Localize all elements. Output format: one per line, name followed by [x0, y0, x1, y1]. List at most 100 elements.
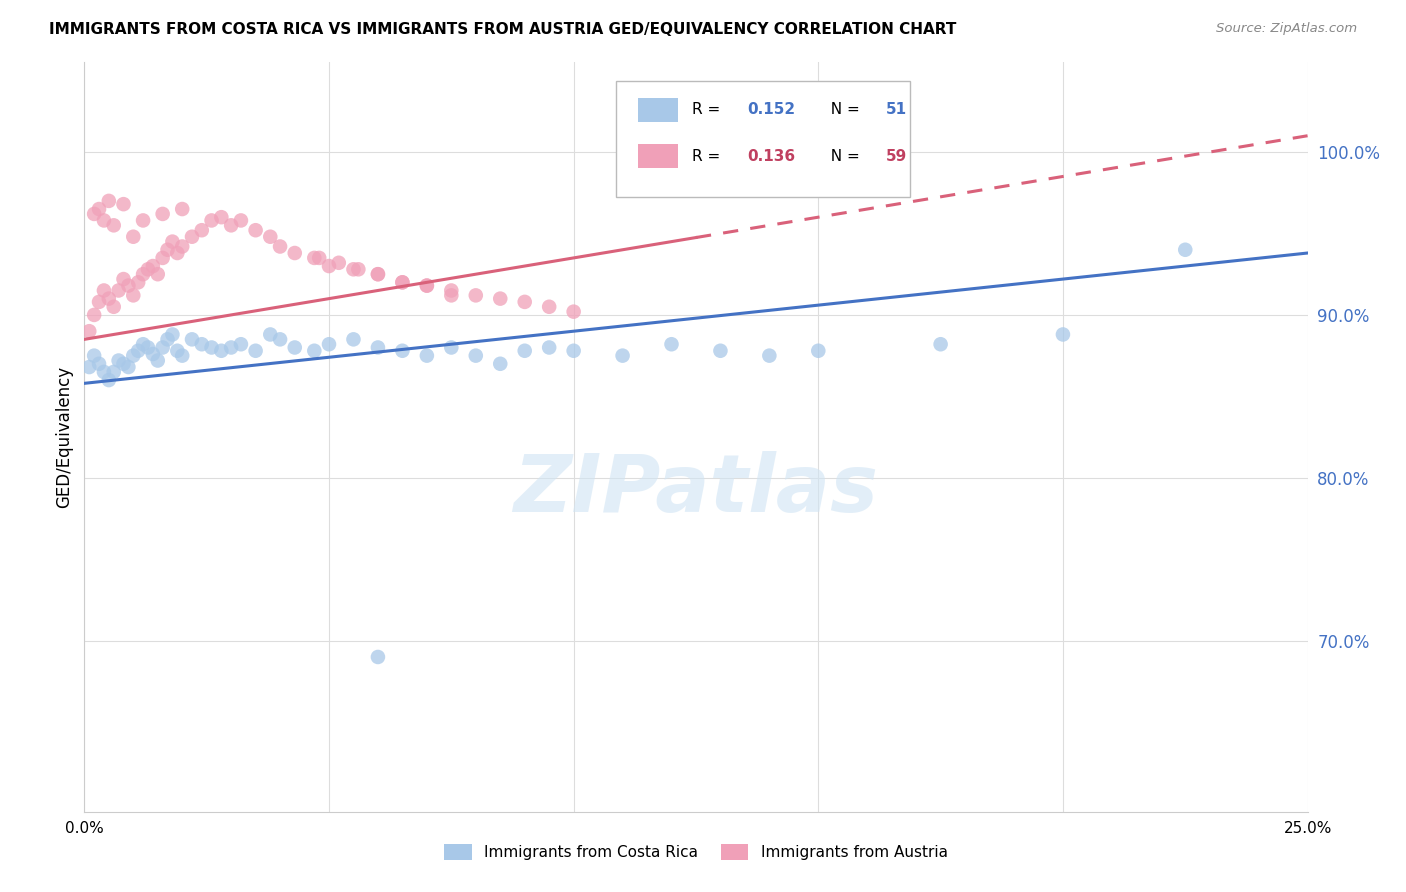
Point	[112, 357, 135, 371]
Point	[513, 294, 536, 309]
Point	[107, 353, 129, 368]
Point	[284, 341, 307, 355]
Point	[562, 304, 585, 318]
Point	[440, 284, 463, 298]
Point	[77, 324, 100, 338]
Point	[103, 365, 125, 379]
Point	[284, 246, 307, 260]
Point	[367, 650, 389, 665]
Point	[117, 359, 139, 374]
Point	[200, 341, 222, 355]
Point	[245, 343, 267, 358]
Point	[156, 332, 179, 346]
Point	[347, 262, 370, 277]
Point	[229, 337, 252, 351]
Point	[191, 337, 214, 351]
Point	[97, 373, 120, 387]
Point	[209, 343, 232, 358]
Point	[112, 272, 135, 286]
Text: R =: R =	[692, 103, 725, 117]
Point	[122, 288, 145, 302]
Point	[758, 349, 780, 363]
Point	[172, 239, 194, 253]
Point	[304, 343, 326, 358]
Point	[328, 256, 350, 270]
Point	[122, 229, 145, 244]
Text: 0.152: 0.152	[748, 103, 796, 117]
Point	[612, 349, 634, 363]
Point	[152, 207, 174, 221]
Point	[93, 284, 115, 298]
Point	[103, 219, 125, 233]
Point	[367, 267, 389, 281]
Point	[229, 213, 252, 227]
Point	[219, 341, 242, 355]
Point	[83, 308, 105, 322]
Point	[259, 327, 281, 342]
Text: 0.136: 0.136	[748, 149, 796, 163]
Point	[562, 343, 585, 358]
Text: ZIPatlas: ZIPatlas	[513, 450, 879, 529]
Point	[117, 278, 139, 293]
Point	[152, 341, 174, 355]
Point	[87, 357, 110, 371]
Point	[103, 300, 125, 314]
Point	[209, 210, 232, 224]
Point	[87, 202, 110, 216]
Point	[391, 276, 413, 290]
Text: 51: 51	[886, 103, 907, 117]
Point	[83, 349, 105, 363]
Point	[142, 259, 165, 273]
Point	[269, 239, 291, 253]
Point	[416, 278, 439, 293]
Point	[181, 229, 204, 244]
Point	[166, 343, 188, 358]
Point	[489, 292, 512, 306]
Point	[136, 262, 159, 277]
Point	[259, 229, 281, 244]
Point	[97, 194, 120, 208]
Point	[83, 207, 105, 221]
Point	[489, 357, 512, 371]
Point	[191, 223, 214, 237]
Point	[538, 300, 561, 314]
Point	[661, 337, 683, 351]
Point	[112, 197, 135, 211]
Point	[162, 327, 184, 342]
Point	[1174, 243, 1197, 257]
Point	[181, 332, 204, 346]
Point	[132, 213, 155, 227]
Point	[318, 337, 340, 351]
Point	[172, 202, 194, 216]
Point	[166, 246, 188, 260]
Point	[93, 213, 115, 227]
Text: IMMIGRANTS FROM COSTA RICA VS IMMIGRANTS FROM AUSTRIA GED/EQUIVALENCY CORRELATIO: IMMIGRANTS FROM COSTA RICA VS IMMIGRANTS…	[49, 22, 956, 37]
Point	[416, 278, 439, 293]
Point	[1052, 327, 1074, 342]
Point	[172, 349, 194, 363]
Point	[391, 343, 413, 358]
Point	[132, 337, 155, 351]
Point	[807, 343, 830, 358]
Point	[513, 343, 536, 358]
Y-axis label: GED/Equivalency: GED/Equivalency	[55, 366, 73, 508]
Point	[142, 347, 165, 361]
Point	[219, 219, 242, 233]
Point	[156, 243, 179, 257]
Text: 59: 59	[886, 149, 907, 163]
Point	[146, 353, 169, 368]
Point	[709, 343, 731, 358]
Point	[416, 349, 439, 363]
Text: R =: R =	[692, 149, 725, 163]
Point	[538, 341, 561, 355]
FancyBboxPatch shape	[616, 81, 910, 197]
Point	[152, 251, 174, 265]
Point	[146, 267, 169, 281]
Point	[929, 337, 952, 351]
Text: N =: N =	[821, 103, 865, 117]
Point	[308, 251, 330, 265]
Point	[127, 343, 149, 358]
FancyBboxPatch shape	[638, 97, 678, 121]
Point	[304, 251, 326, 265]
Point	[122, 349, 145, 363]
